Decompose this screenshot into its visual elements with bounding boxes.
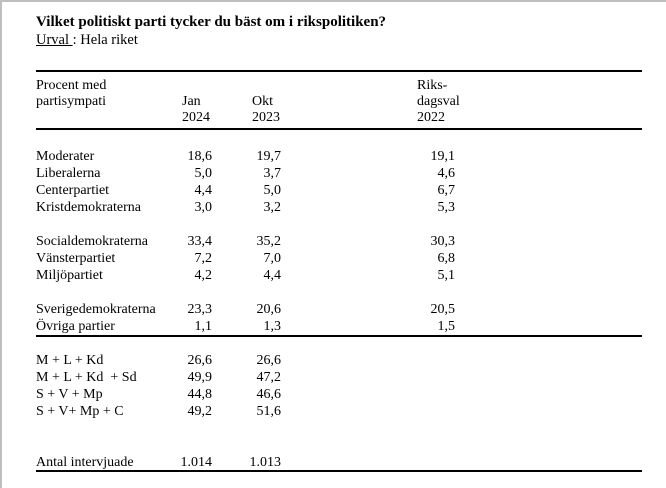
party-name: Liberalerna bbox=[36, 166, 101, 181]
value-jan-2024: 23,3 bbox=[187, 302, 213, 317]
value-jan-2024: 49,2 bbox=[187, 404, 213, 419]
value-jan-2024: 26,6 bbox=[187, 353, 213, 368]
value-riksdagsval-2022 bbox=[281, 369, 455, 386]
table-row: Kristdemokraterna 3,0 3,2 5,3 bbox=[36, 199, 666, 216]
urval-label: Urval bbox=[36, 32, 73, 48]
urval-value: : Hela riket bbox=[72, 32, 138, 48]
value-jan-2024: 3,0 bbox=[194, 200, 213, 215]
value-okt-2023: 5,0 bbox=[263, 183, 282, 198]
sample-size-okt-2023: 1.013 bbox=[249, 455, 282, 470]
table-row: Moderater 18,6 19,7 19,1 bbox=[36, 148, 666, 165]
mid-rule bbox=[36, 335, 642, 337]
header-line-3: 2024 2023 2022 bbox=[36, 110, 666, 126]
table-row: S + V+ Mp + C 49,2 51,6 bbox=[36, 403, 666, 420]
coalition-name: S + V+ Mp + C bbox=[36, 404, 124, 419]
value-okt-2023: 19,7 bbox=[256, 149, 282, 164]
header-okt: Okt bbox=[252, 94, 273, 109]
coalition-name: S + V + Mp bbox=[36, 387, 103, 402]
party-group-sd-other: Sverigedemokraterna 23,3 20,6 20,5 Övrig… bbox=[36, 301, 666, 335]
value-jan-2024: 1,1 bbox=[194, 319, 213, 334]
header-riksdagsval: Riks- bbox=[417, 78, 448, 93]
value-jan-2024: 7,2 bbox=[194, 251, 213, 266]
value-riksdagsval-2022: 1,5 bbox=[437, 319, 456, 334]
selection-line: Urval : Hela riket bbox=[36, 32, 666, 49]
sample-size-jan-2024: 1.014 bbox=[180, 455, 213, 470]
value-okt-2023: 4,4 bbox=[263, 268, 282, 283]
value-jan-2024: 33,4 bbox=[187, 234, 213, 249]
value-riksdagsval-2022 bbox=[281, 403, 455, 420]
coalition-name: M + L + Kd bbox=[36, 353, 104, 368]
page-title: Vilket politiskt parti tycker du bäst om… bbox=[36, 14, 387, 30]
value-okt-2023: 7,0 bbox=[263, 251, 282, 266]
header-bottom-rule bbox=[36, 128, 642, 130]
value-riksdagsval-2022: 6,7 bbox=[437, 183, 456, 198]
table-row: Övriga partier 1,1 1,3 1,5 bbox=[36, 318, 666, 335]
sample-size-label: Antal intervjuade bbox=[36, 455, 134, 470]
value-okt-2023: 35,2 bbox=[256, 234, 282, 249]
value-okt-2023: 26,6 bbox=[256, 353, 282, 368]
value-okt-2023: 1,3 bbox=[263, 319, 282, 334]
table-row: M + L + Kd 26,6 26,6 bbox=[36, 352, 666, 369]
value-okt-2023: 3,2 bbox=[263, 200, 282, 215]
value-jan-2024: 18,6 bbox=[187, 149, 213, 164]
table-row: S + V + Mp 44,8 46,6 bbox=[36, 386, 666, 403]
sample-size-row: Antal intervjuade 1.014 1.013 bbox=[36, 456, 666, 470]
party-name: Kristdemokraterna bbox=[36, 200, 141, 215]
party-name: Miljöpartiet bbox=[36, 268, 103, 283]
value-riksdagsval-2022: 20,5 bbox=[430, 302, 456, 317]
value-jan-2024: 44,8 bbox=[187, 387, 213, 402]
value-jan-2024: 4,2 bbox=[194, 268, 213, 283]
table-row: Socialdemokraterna 33,4 35,2 30,3 bbox=[36, 233, 666, 250]
value-okt-2023: 3,7 bbox=[263, 166, 282, 181]
header-riksdagsval: dagsval bbox=[417, 94, 460, 109]
table-row: M + L + Kd + Sd 49,9 47,2 bbox=[36, 369, 666, 386]
party-name: Centerpartiet bbox=[36, 183, 110, 198]
header-line-2: partisympati Jan Okt dagsval bbox=[36, 94, 666, 110]
table-bottom-rule bbox=[36, 470, 642, 472]
table-row: Liberalerna 5,0 3,7 4,6 bbox=[36, 165, 666, 182]
header-okt-year: 2023 bbox=[252, 110, 280, 125]
header-label-col: Procent med bbox=[36, 78, 107, 93]
header-label-col: partisympati bbox=[36, 94, 106, 109]
table-header: Procent med Riks- partisympati Jan Okt d… bbox=[36, 78, 666, 126]
table-row: Sverigedemokraterna 23,3 20,6 20,5 bbox=[36, 301, 666, 318]
party-name: Socialdemokraterna bbox=[36, 234, 148, 249]
value-riksdagsval-2022: 5,1 bbox=[437, 268, 456, 283]
party-group-alliance: Moderater 18,6 19,7 19,1 Liberalerna 5,0… bbox=[36, 148, 666, 216]
value-riksdagsval-2022: 30,3 bbox=[430, 234, 456, 249]
value-jan-2024: 4,4 bbox=[194, 183, 213, 198]
table-row: Miljöpartiet 4,2 4,4 5,1 bbox=[36, 267, 666, 284]
table-top-rule bbox=[36, 70, 642, 72]
party-name: Sverigedemokraterna bbox=[36, 302, 156, 317]
table-row: Centerpartiet 4,4 5,0 6,7 bbox=[36, 182, 666, 199]
value-okt-2023: 46,6 bbox=[256, 387, 282, 402]
value-jan-2024: 5,0 bbox=[194, 166, 213, 181]
value-riksdagsval-2022 bbox=[281, 352, 455, 369]
party-name: Moderater bbox=[36, 149, 95, 164]
table-row: Vänsterpartiet 7,2 7,0 6,8 bbox=[36, 250, 666, 267]
value-riksdagsval-2022: 5,3 bbox=[437, 200, 456, 215]
value-riksdagsval-2022: 4,6 bbox=[437, 166, 456, 181]
party-name: Övriga partier bbox=[36, 319, 115, 334]
coalition-name: M + L + Kd + Sd bbox=[36, 370, 137, 385]
value-jan-2024: 49,9 bbox=[187, 370, 213, 385]
coalition-group: M + L + Kd 26,6 26,6 M + L + Kd + Sd 49,… bbox=[36, 352, 666, 420]
value-riksdagsval-2022 bbox=[281, 386, 455, 403]
header-jan: Jan bbox=[182, 94, 201, 109]
party-group-left: Socialdemokraterna 33,4 35,2 30,3 Vänste… bbox=[36, 233, 666, 284]
value-riksdagsval-2022: 6,8 bbox=[437, 251, 456, 266]
party-name: Vänsterpartiet bbox=[36, 251, 116, 266]
header-riksdagsval-year: 2022 bbox=[417, 110, 445, 125]
header-jan-year: 2024 bbox=[182, 110, 210, 125]
value-okt-2023: 47,2 bbox=[256, 370, 282, 385]
value-okt-2023: 20,6 bbox=[256, 302, 282, 317]
value-okt-2023: 51,6 bbox=[256, 404, 282, 419]
value-riksdagsval-2022: 19,1 bbox=[430, 149, 456, 164]
header-line-1: Procent med Riks- bbox=[36, 78, 666, 94]
